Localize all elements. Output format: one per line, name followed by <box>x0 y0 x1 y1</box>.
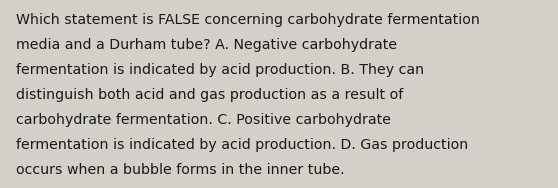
Text: fermentation is indicated by acid production. D. Gas production: fermentation is indicated by acid produc… <box>16 138 468 152</box>
Text: Which statement is FALSE concerning carbohydrate fermentation: Which statement is FALSE concerning carb… <box>16 13 479 27</box>
Text: fermentation is indicated by acid production. B. They can: fermentation is indicated by acid produc… <box>16 63 424 77</box>
Text: distinguish both acid and gas production as a result of: distinguish both acid and gas production… <box>16 88 403 102</box>
Text: media and a Durham tube? A. Negative carbohydrate: media and a Durham tube? A. Negative car… <box>16 38 397 52</box>
Text: occurs when a bubble forms in the inner tube.: occurs when a bubble forms in the inner … <box>16 163 344 177</box>
Text: carbohydrate fermentation. C. Positive carbohydrate: carbohydrate fermentation. C. Positive c… <box>16 113 391 127</box>
